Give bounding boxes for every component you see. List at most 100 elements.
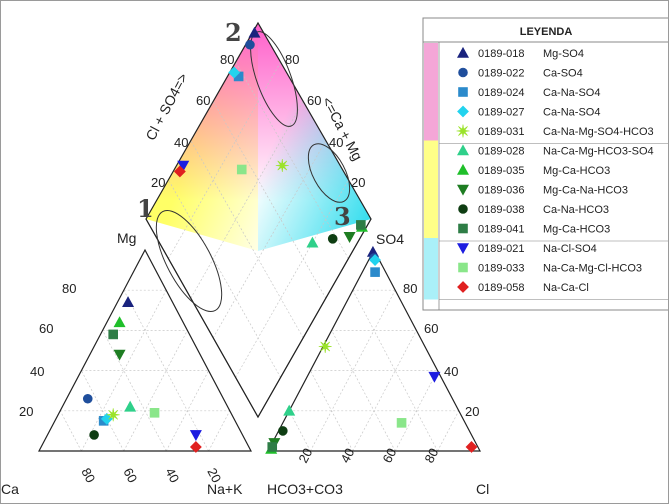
point-diamond-0189-021 xyxy=(177,160,190,172)
point-cation-0189-018 xyxy=(122,296,135,308)
legend-entry-name: Ca-Na-SO4 xyxy=(543,107,600,119)
point-anion-0189-027 xyxy=(369,254,381,266)
cation-left-tick: 80 xyxy=(62,281,76,296)
legend-entry-id: 0189-021 xyxy=(478,243,525,255)
legend-marker-0189-021 xyxy=(456,243,470,255)
grid-line xyxy=(168,179,281,378)
point-cation-0189-038 xyxy=(89,430,99,440)
point-diamond-0189-033 xyxy=(236,164,247,175)
grid-line xyxy=(352,330,417,452)
point-diamond-0189-018 xyxy=(248,26,261,38)
grid-line xyxy=(310,370,354,452)
anion-right-tick: 40 xyxy=(444,364,458,379)
legend-entry-id: 0189-038 xyxy=(478,204,525,216)
legend-marker-0189-031 xyxy=(456,124,470,138)
point-cation-0189-031 xyxy=(106,408,120,422)
point-diamond-0189-058 xyxy=(173,165,186,178)
legend-entry-name: Mg-Ca-Na-HCO3 xyxy=(543,185,628,197)
grid-line xyxy=(288,410,311,452)
diamond-right-tick: 80 xyxy=(285,52,299,67)
point-anion-0189-038 xyxy=(278,426,288,436)
legend-marker-0189-028 xyxy=(456,144,470,156)
legend-entry-name: Mg-SO4 xyxy=(543,48,584,60)
grid-line xyxy=(59,410,82,452)
grid-line xyxy=(212,140,327,338)
legend-entry-name: Na-Ca-Mg-Cl-HCO3 xyxy=(543,263,642,275)
diamond-left-tick: 80 xyxy=(220,52,234,67)
grid-lines xyxy=(59,62,460,452)
diamond-right-ticks: 80 60 40 20 xyxy=(285,52,365,190)
legend-entry-name: Mg-Ca-HCO3 xyxy=(543,165,610,177)
cation-bottom-tick: 80 xyxy=(78,465,98,485)
grid-line xyxy=(208,410,231,452)
cation-triangle-outline xyxy=(38,248,252,452)
anion-bottom-tick: 20 xyxy=(295,446,315,466)
legend-marker-0189-038 xyxy=(458,204,468,214)
legend-entry-id: 0189-035 xyxy=(478,165,525,177)
anion-corner-so4: SO4 xyxy=(376,231,404,247)
legend-marker-0189-027 xyxy=(457,105,469,118)
legend-entry-id: 0189-031 xyxy=(478,126,525,138)
grid-line xyxy=(235,179,349,378)
anion-corner-hco3: HCO3+CO3 xyxy=(267,481,343,497)
zone-1-label: 1 xyxy=(137,194,154,223)
cation-left-tick: 40 xyxy=(30,364,44,379)
zone-2-label: 2 xyxy=(225,18,242,47)
legend-marker-0189-024 xyxy=(458,87,468,97)
legend-entry-id: 0189-028 xyxy=(478,146,525,158)
legend-title: LEYENDA xyxy=(520,26,573,38)
point-anion-0189-033 xyxy=(396,418,407,428)
diamond-zone-3-fill xyxy=(258,23,371,251)
legend-entry-id: 0189-022 xyxy=(478,68,525,80)
anion-bottom-ticks: 20 40 60 80 xyxy=(295,446,441,466)
legend-entry-name: Ca-Na-SO4 xyxy=(543,87,600,99)
legend-box xyxy=(422,17,668,311)
grid-line xyxy=(190,101,304,299)
diamond-right-tick: 20 xyxy=(351,175,365,190)
anion-bottom-tick: 60 xyxy=(379,446,399,466)
point-cation-0189-035 xyxy=(113,316,126,328)
legend-group-swatch xyxy=(424,43,438,144)
grid-line xyxy=(212,101,327,299)
data-points xyxy=(82,26,478,454)
anion-right-tick: 60 xyxy=(424,321,438,336)
grid-line xyxy=(165,370,209,452)
legend-entries: 0189-018 Mg-SO4 0189-022 Ca-SO4 0189-024 Ca-N… xyxy=(456,46,654,294)
anion-right-ticks: 80 60 40 20 xyxy=(403,281,479,419)
legend-entry-name: Ca-Na-HCO3 xyxy=(543,204,609,216)
cation-corner-ca: Ca xyxy=(1,481,19,497)
legend-marker-0189-022 xyxy=(458,67,468,78)
diamond-left-ticks: 20 40 60 80 xyxy=(151,52,234,190)
legend-entry-id: 0189-033 xyxy=(478,263,525,275)
grid-line xyxy=(437,410,460,452)
point-anion-0189-058 xyxy=(465,441,478,453)
cation-bottom-tick: 40 xyxy=(162,465,182,485)
legend-entry-name: Na-Ca-Mg-HCO3-SO4 xyxy=(543,146,654,158)
grid-line xyxy=(235,62,349,259)
anion-corner-cl: Cl xyxy=(476,481,489,497)
diamond-right-tick: 40 xyxy=(329,135,343,150)
point-anion-0189-041 xyxy=(267,442,278,452)
point-diamond-0189-036 xyxy=(343,232,356,243)
legend-entry-id: 0189-027 xyxy=(478,107,525,119)
legend-marker-0189-033 xyxy=(458,262,468,273)
diamond-inner-edge xyxy=(145,218,372,419)
legend-entry-name: Ca-Na-Mg-SO4-HCO3 xyxy=(543,126,654,138)
cation-corner-mg: Mg xyxy=(117,230,136,246)
anion-right-tick: 20 xyxy=(465,404,479,419)
legend-marker-0189-058 xyxy=(457,281,469,293)
grid-line xyxy=(190,140,304,338)
legend-entry-id: 0189-041 xyxy=(478,224,525,236)
anion-right-tick: 80 xyxy=(403,281,417,296)
diamond-label-left: Cl + SO4=> xyxy=(142,70,191,142)
cation-left-tick: 60 xyxy=(39,321,53,336)
legend-entry-name: Ca-SO4 xyxy=(543,68,583,80)
diamond-left-tick: 20 xyxy=(151,175,165,190)
legend-entry-id: 0189-018 xyxy=(478,48,525,60)
point-cation-0189-021 xyxy=(189,430,202,442)
point-cation-0189-028 xyxy=(124,400,137,412)
point-cation-0189-033 xyxy=(149,408,160,418)
point-diamond-0189-038 xyxy=(327,234,338,244)
zone-1-ellipse xyxy=(155,209,223,313)
